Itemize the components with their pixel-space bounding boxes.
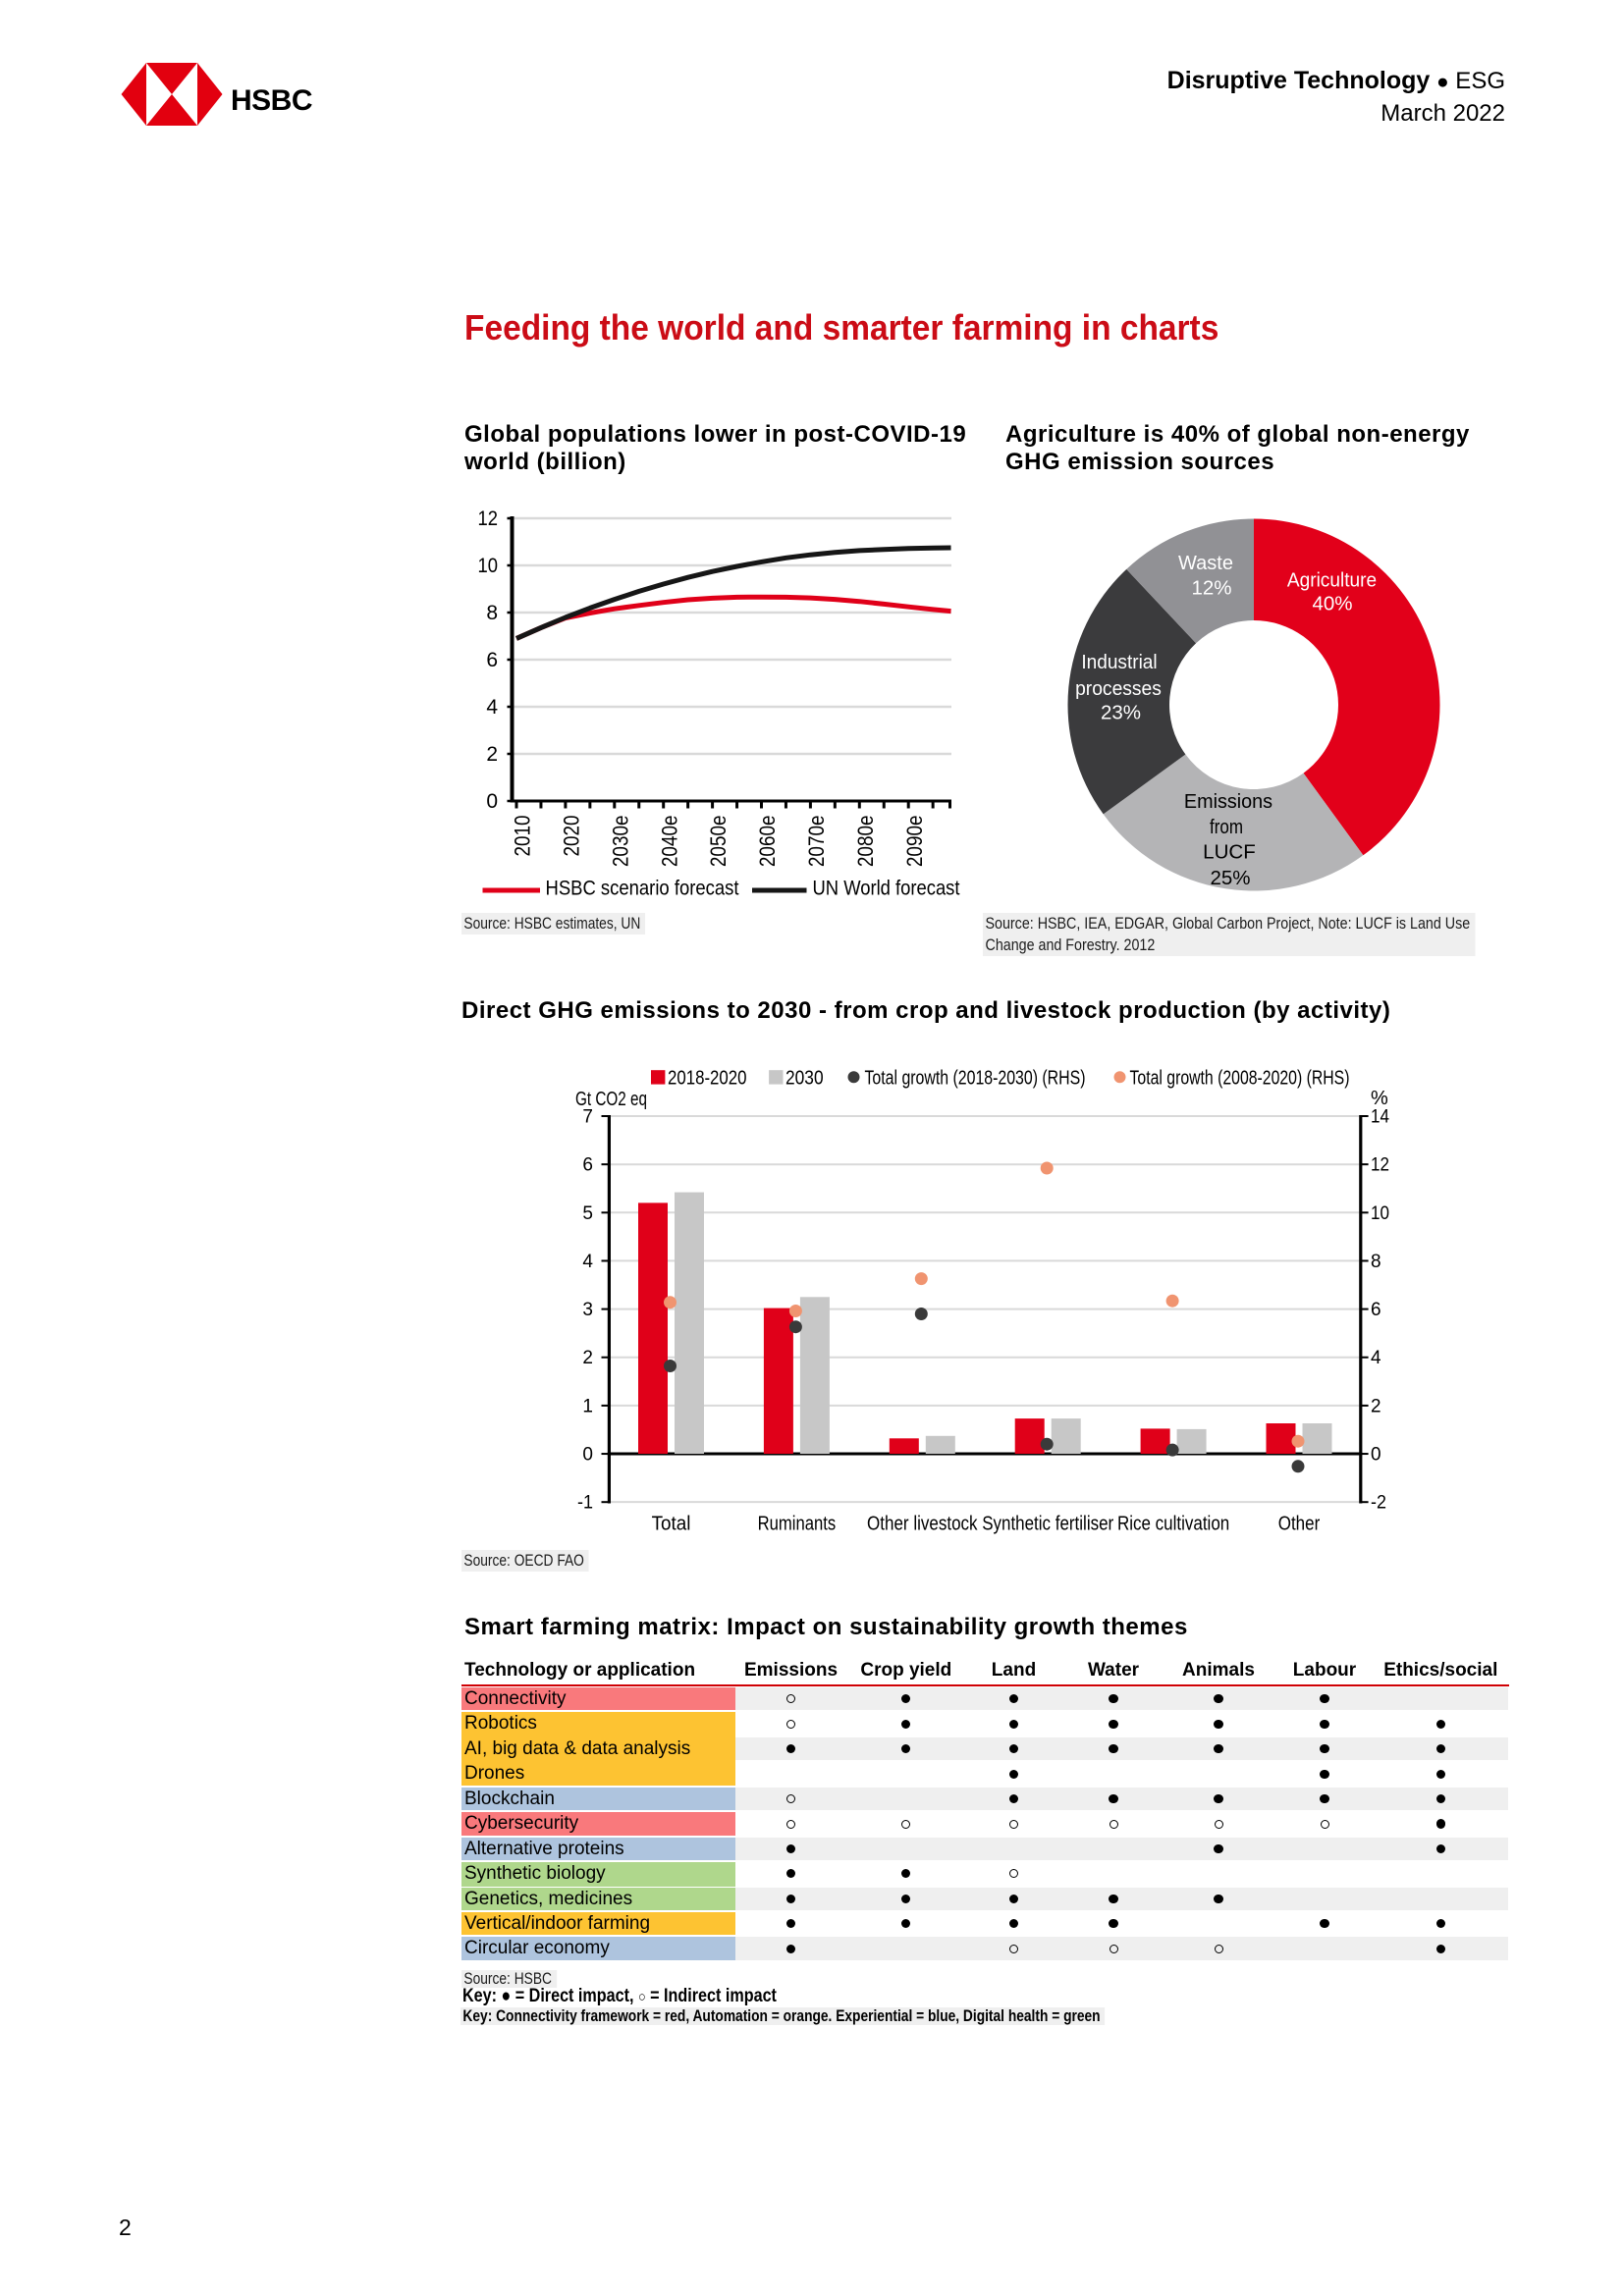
svg-text:7: 7 [582, 1107, 593, 1128]
svg-text:Ruminants: Ruminants [758, 1514, 837, 1535]
svg-text:4: 4 [582, 1252, 593, 1272]
svg-text:12: 12 [1371, 1155, 1389, 1176]
svg-text:10: 10 [478, 555, 499, 577]
svg-text:2090e: 2090e [902, 816, 927, 868]
svg-text:12%: 12% [1191, 577, 1231, 600]
svg-text:Gt CO2 eq: Gt CO2 eq [575, 1089, 647, 1110]
svg-text:2080e: 2080e [853, 816, 878, 868]
svg-text:Emissions: Emissions [1184, 790, 1272, 813]
svg-text:25%: 25% [1210, 867, 1250, 889]
svg-text:3: 3 [582, 1300, 593, 1320]
svg-text:2060e: 2060e [755, 816, 780, 868]
svg-text:Other: Other [1278, 1514, 1321, 1535]
svg-text:Total: Total [652, 1514, 691, 1535]
svg-text:UN World forecast: UN World forecast [813, 877, 960, 900]
svg-text:23%: 23% [1101, 702, 1141, 724]
svg-text:6: 6 [1371, 1300, 1381, 1320]
svg-text:4: 4 [1371, 1348, 1381, 1368]
svg-text:0: 0 [582, 1445, 593, 1466]
svg-text:0: 0 [1371, 1445, 1381, 1466]
svg-text:%: % [1371, 1088, 1388, 1109]
svg-text:2070e: 2070e [804, 816, 829, 868]
svg-text:LUCF: LUCF [1203, 841, 1256, 864]
svg-text:Other livestock: Other livestock [867, 1514, 978, 1535]
svg-text:Waste: Waste [1178, 552, 1233, 574]
svg-text:from: from [1210, 816, 1243, 838]
svg-text:2: 2 [1371, 1396, 1381, 1416]
svg-text:2018-2020: 2018-2020 [668, 1068, 747, 1090]
svg-text:Industrial: Industrial [1081, 651, 1157, 673]
svg-text:8: 8 [1371, 1252, 1381, 1272]
svg-text:12: 12 [478, 507, 499, 530]
svg-text:6: 6 [582, 1155, 593, 1176]
svg-text:1: 1 [582, 1396, 593, 1416]
svg-text:-2: -2 [1371, 1493, 1386, 1514]
svg-text:HSBC scenario forecast: HSBC scenario forecast [546, 877, 739, 900]
svg-text:Agriculture: Agriculture [1287, 569, 1377, 592]
svg-text:2030e: 2030e [608, 816, 632, 868]
svg-text:14: 14 [1371, 1107, 1389, 1128]
svg-text:-1: -1 [577, 1493, 593, 1514]
svg-text:Total growth (2018-2030) (RHS): Total growth (2018-2030) (RHS) [865, 1068, 1086, 1090]
svg-text:6: 6 [486, 649, 498, 671]
svg-text:8: 8 [486, 602, 498, 624]
svg-text:4: 4 [486, 696, 498, 719]
svg-text:Total growth (2008-2020) (RHS): Total growth (2008-2020) (RHS) [1130, 1068, 1350, 1090]
svg-text:2020: 2020 [560, 816, 584, 857]
svg-text:2010: 2010 [511, 816, 535, 857]
svg-text:40%: 40% [1312, 593, 1352, 615]
svg-text:2: 2 [582, 1348, 593, 1368]
svg-text:10: 10 [1371, 1203, 1389, 1224]
svg-text:2030: 2030 [785, 1068, 824, 1090]
svg-text:2: 2 [486, 743, 498, 766]
svg-text:2050e: 2050e [706, 816, 731, 868]
svg-text:0: 0 [486, 790, 498, 813]
svg-text:2040e: 2040e [657, 816, 681, 868]
svg-text:Rice cultivation: Rice cultivation [1117, 1514, 1229, 1535]
svg-text:Synthetic fertiliser: Synthetic fertiliser [982, 1514, 1113, 1535]
svg-text:processes: processes [1075, 677, 1162, 700]
svg-text:5: 5 [582, 1203, 593, 1224]
